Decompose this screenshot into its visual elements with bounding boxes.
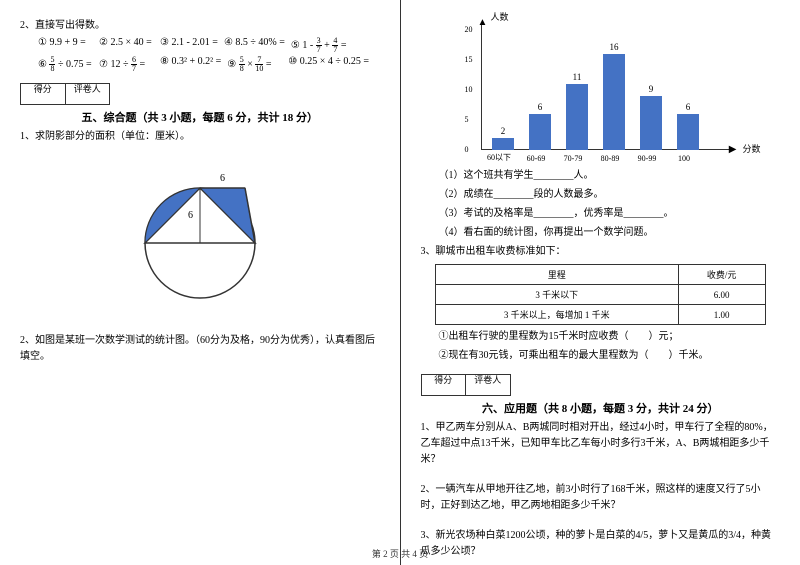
th-distance: 里程: [435, 265, 678, 285]
prob-2: 2、一辆汽车从甲地开往乙地，前3小时行了168千米，照这样的速度又行了5小时，正…: [421, 482, 781, 514]
left-column: 2、直接写出得数。 ① 9.9 + 9 = ② 2.5 × 40 = ③ 2.1…: [0, 0, 401, 565]
score-label: 得分: [21, 84, 66, 104]
stat-a4: （4）看右面的统计图，你再提出一个数学问题。: [421, 225, 781, 241]
bar-rect: [677, 114, 699, 150]
bar-category: 100: [667, 154, 701, 163]
x-axis-label: 分数: [742, 142, 760, 155]
q2-statistics: 2、如图是某班一次数学测试的统计图。（60分为及格，90分为优秀），认真看图后填…: [20, 333, 380, 365]
eq5-mid: +: [324, 40, 330, 51]
bar-rect: [603, 54, 625, 150]
bar-category: 70-79: [556, 154, 590, 163]
bar-item: 990-99: [639, 84, 664, 150]
bar-value: 2: [501, 126, 506, 136]
eq1: ① 9.9 + 9 =: [38, 37, 93, 54]
right-column: 人数 分数 ▲ ▶ 05101520 260以下660-691170-79168…: [401, 0, 800, 565]
taxi-q2: ②现在有30元钱，可乘出租车的最大里程数为（ ）千米。: [421, 348, 781, 364]
q3-taxi: 3、聊城市出租车收费标准如下：: [421, 244, 781, 260]
eq5-post: =: [341, 40, 347, 51]
y-tick: 0: [465, 145, 469, 154]
y-tick: 20: [465, 25, 473, 34]
page-footer: 第 2 页 共 4 页: [0, 547, 800, 560]
y-tick: 5: [465, 115, 469, 124]
eq10: ⑩ 0.25 × 4 ÷ 0.25 =: [288, 56, 369, 73]
stat-a3: （3）考试的及格率是________，优秀率是________。: [421, 206, 781, 222]
taxi-q1: ①出租车行驶的里程数为15千米时应收费（ ）元；: [421, 329, 781, 345]
prob-1: 1、甲乙两车分别从A、B两城同时相对开出，经过4小时，甲车行了全程的80%，乙车…: [421, 420, 781, 468]
bar-rect: [566, 84, 588, 150]
frac-6-7: 67: [131, 56, 137, 73]
td-r2c2: 1.00: [678, 305, 765, 325]
bar-rect: [492, 138, 514, 150]
fare-table: 里程收费/元 3 千米以下6.00 3 千米以上，每增加 1 千米1.00: [435, 264, 766, 325]
q2-title: 2、直接写出得数。: [20, 18, 380, 34]
section-5-title: 五、综合题（共 3 小题，每题 6 分，共计 18 分）: [20, 109, 380, 125]
bar-value: 9: [649, 84, 654, 94]
y-tick: 15: [465, 55, 473, 64]
section-6-title: 六、应用题（共 8 小题，每题 3 分，共计 24 分）: [421, 400, 781, 416]
bar-item: 1170-79: [565, 72, 590, 150]
bar-item: 1680-89: [602, 42, 627, 150]
arrow-x: ▶: [729, 144, 737, 155]
y-tick: 10: [465, 85, 473, 94]
td-r1c1: 3 千米以下: [435, 285, 678, 305]
label-top-6: 6: [220, 173, 225, 184]
score-label-r: 得分: [422, 375, 467, 395]
bar-item: 660-69: [528, 102, 553, 150]
th-fee: 收费/元: [678, 265, 765, 285]
table-row: 里程收费/元: [435, 265, 765, 285]
eq5: ⑤ 1 - 37 + 47 =: [291, 37, 347, 54]
bar-item: 6100: [676, 102, 701, 150]
frac-4-7: 47: [332, 37, 338, 54]
bar-value: 16: [610, 42, 619, 52]
frac-5-8b: 58: [239, 56, 245, 73]
score-box-left: 得分 评卷人: [20, 83, 110, 105]
eq8: ⑧ 0.3² + 0.2² =: [160, 56, 221, 73]
eq5-pre: ⑤ 1 -: [291, 40, 313, 51]
q1-shaded-area: 1、求阴影部分的面积（单位：厘米）。: [20, 129, 380, 145]
chart-bars: 260以下 660-69 1170-79 1680-89 990-99 6100: [483, 25, 701, 150]
table-row: 3 千米以下6.00: [435, 285, 765, 305]
bar-category: 80-89: [593, 154, 627, 163]
bar-rect: [529, 114, 551, 150]
bar-item: 260以下: [491, 126, 516, 150]
bar-category: 90-99: [630, 154, 664, 163]
bar-rect: [640, 96, 662, 150]
y-axis-label: 人数: [491, 10, 509, 23]
bar-category: 60-69: [519, 154, 553, 163]
eq9: ⑨ 58 × 710 =: [227, 56, 282, 73]
bar-category: 60以下: [482, 152, 516, 163]
label-left-6: 6: [188, 210, 193, 221]
bar-chart: 人数 分数 ▲ ▶ 05101520 260以下660-691170-79168…: [461, 15, 741, 165]
bar-value: 11: [573, 72, 582, 82]
eq6: ⑥ 58 ÷ 0.75 =: [38, 56, 93, 73]
stat-a1: （1）这个班共有学生________人。: [421, 168, 781, 184]
score-box-right: 得分 评卷人: [421, 374, 511, 396]
td-r2c1: 3 千米以上，每增加 1 千米: [435, 305, 678, 325]
eq7: ⑦ 12 ÷ 67 =: [99, 56, 154, 73]
shaded-diagram: 6 6: [20, 153, 380, 303]
eq4: ④ 8.5 ÷ 40% =: [224, 37, 285, 54]
equation-row-2: ⑥ 58 ÷ 0.75 = ⑦ 12 ÷ 67 = ⑧ 0.3² + 0.2² …: [20, 56, 380, 73]
frac-5-8: 58: [49, 56, 55, 73]
table-row: 3 千米以上，每增加 1 千米1.00: [435, 305, 765, 325]
equation-row-1: ① 9.9 + 9 = ② 2.5 × 40 = ③ 2.1 - 2.01 = …: [20, 37, 380, 54]
td-r1c2: 6.00: [678, 285, 765, 305]
eq3: ③ 2.1 - 2.01 =: [160, 37, 218, 54]
frac-3-7: 37: [316, 37, 322, 54]
bar-value: 6: [686, 102, 691, 112]
grader-label-r: 评卷人: [466, 375, 510, 395]
stat-a2: （2）成绩在________段的人数最多。: [421, 187, 781, 203]
grader-label: 评卷人: [66, 84, 110, 104]
eq2: ② 2.5 × 40 =: [99, 37, 154, 54]
bar-value: 6: [538, 102, 543, 112]
circle-triangle-svg: 6 6: [100, 153, 300, 303]
frac-7-10: 710: [255, 56, 263, 73]
